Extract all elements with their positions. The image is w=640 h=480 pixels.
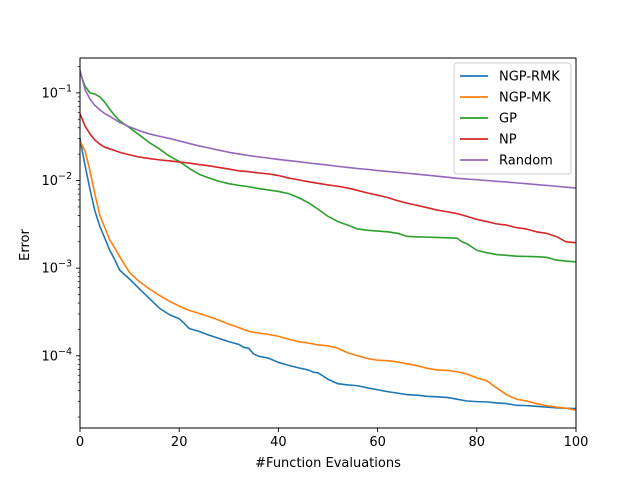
legend: NGP-RMK NGP-MK GP NP Random [453, 62, 572, 175]
x-tick-label: 80 [469, 435, 486, 450]
series-lines [80, 70, 576, 411]
y-tick-label-base: 10 [41, 349, 58, 364]
x-axis: 0 20 40 60 80 100 [76, 428, 589, 450]
plot-area [79, 57, 577, 429]
y-tick-label-exponent: −4 [58, 346, 72, 357]
x-tick-label: 60 [369, 435, 386, 450]
y-axis-label: Error [18, 229, 33, 261]
x-axis-label: #Function Evaluations [255, 456, 401, 471]
x-tick-label: 20 [171, 435, 188, 450]
y-tick-label-exponent: −2 [58, 171, 72, 182]
y-tick-label-exponent: −1 [58, 83, 72, 94]
x-tick-label: 40 [270, 435, 287, 450]
legend-label: NGP-MK [499, 91, 551, 106]
x-tick-label: 0 [76, 435, 84, 450]
legend-label: GP [499, 112, 517, 127]
y-tick-label: 10−1 [41, 83, 72, 101]
y-tick-label-base: 10 [41, 174, 58, 189]
series-line-ngp-rmk [80, 138, 576, 410]
series-line-np [80, 113, 576, 244]
y-axis: 10−410−310−210−1 [41, 66, 80, 418]
series-line-gp [80, 72, 576, 263]
legend-label: NP [499, 133, 517, 148]
y-tick-label: 10−3 [41, 259, 72, 277]
legend-box [453, 62, 572, 175]
plot-frame [79, 57, 577, 429]
legend-label: Random [499, 154, 553, 169]
x-tick-label: 100 [564, 435, 589, 450]
y-tick-label: 10−4 [41, 346, 72, 364]
legend-label: NGP-RMK [499, 70, 560, 85]
series-line-ngp-mk [80, 140, 576, 411]
y-tick-label: 10−2 [41, 171, 72, 189]
y-tick-label-base: 10 [41, 86, 58, 101]
y-tick-label-exponent: −3 [58, 259, 72, 270]
y-tick-label-base: 10 [41, 262, 58, 277]
series-line-random [80, 70, 576, 189]
